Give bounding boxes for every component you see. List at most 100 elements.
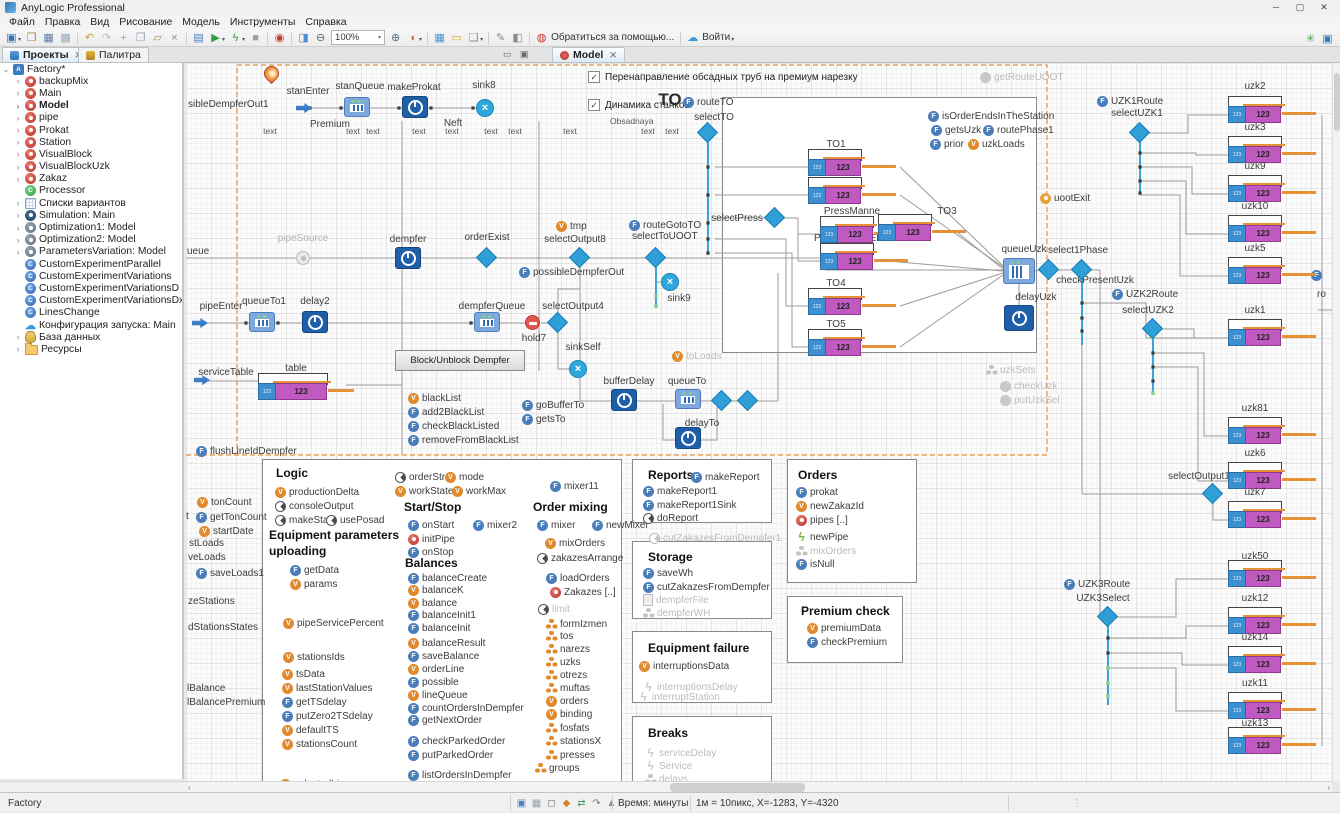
sink8-block[interactable]: × bbox=[476, 99, 494, 117]
tree-item-Station[interactable]: › Station bbox=[0, 136, 182, 148]
f-icon[interactable]: F bbox=[683, 96, 694, 108]
TO2-station[interactable]: 123 123 bbox=[808, 177, 898, 207]
v-icon[interactable]: V bbox=[556, 220, 567, 232]
group-icon[interactable] bbox=[546, 669, 557, 681]
delete-icon[interactable]: × bbox=[171, 31, 178, 44]
f-icon[interactable]: F bbox=[592, 519, 603, 531]
f-icon[interactable]: F bbox=[928, 110, 939, 122]
group-icon[interactable] bbox=[546, 656, 557, 668]
v-icon[interactable]: V bbox=[282, 738, 293, 750]
group-icon[interactable] bbox=[546, 749, 557, 761]
tree-item-Optimization2: Model[interactable]: › Optimization2: Model bbox=[0, 234, 182, 246]
f-icon[interactable]: F bbox=[537, 519, 548, 531]
tree-item-Processor[interactable]: C Processor bbox=[0, 185, 182, 197]
uzk81-station[interactable]: 123 123 bbox=[1228, 417, 1318, 447]
f-icon[interactable]: F bbox=[408, 420, 419, 432]
sinkSelf-block[interactable]: × bbox=[569, 360, 587, 378]
f-icon[interactable]: F bbox=[408, 572, 419, 584]
delayTo-block[interactable] bbox=[675, 427, 701, 449]
f-icon[interactable]: F bbox=[930, 138, 941, 150]
f-icon[interactable]: F bbox=[796, 486, 807, 498]
login-cloud-icon[interactable]: ☁ bbox=[687, 32, 699, 44]
sched-icon[interactable]: ϟ bbox=[647, 746, 654, 760]
v-icon[interactable]: V bbox=[408, 584, 419, 596]
TO4-station[interactable]: 123 123 bbox=[808, 288, 898, 318]
zoom-out-icon[interactable]: ⊖ bbox=[315, 32, 326, 44]
v-icon[interactable]: V bbox=[968, 138, 979, 150]
v-icon[interactable]: V bbox=[408, 689, 419, 701]
tab-close-icon[interactable]: ✕ bbox=[609, 49, 617, 60]
v-icon[interactable]: V bbox=[672, 350, 683, 362]
v-icon[interactable]: V bbox=[275, 486, 286, 498]
tree-item-Main[interactable]: › Main bbox=[0, 87, 182, 99]
route-fn-icon[interactable]: F bbox=[1311, 269, 1322, 281]
tab-Проекты[interactable]: Проекты✕ bbox=[2, 47, 91, 62]
stanQueue-block[interactable] bbox=[344, 97, 370, 117]
stop-icon[interactable]: ■ bbox=[252, 31, 259, 44]
tree-item-VisualBlockUzk[interactable]: › VisualBlockUzk bbox=[0, 161, 182, 173]
expand-arrow-icon[interactable]: › bbox=[16, 149, 20, 160]
v-icon[interactable]: V bbox=[445, 471, 456, 483]
tree-item-Simulation: Main[interactable]: › Simulation: Main bbox=[0, 209, 182, 221]
tree-item-Model[interactable]: › Model bbox=[0, 100, 182, 112]
group-icon[interactable] bbox=[546, 735, 557, 747]
tree-item-LinesChange[interactable]: C LinesChange bbox=[0, 307, 182, 319]
window-icon[interactable]: ▣ bbox=[1322, 32, 1333, 45]
v-icon[interactable]: V bbox=[452, 485, 463, 497]
f-icon[interactable]: F bbox=[629, 219, 640, 231]
gwh-icon[interactable] bbox=[796, 545, 807, 557]
expand-arrow-icon[interactable]: › bbox=[16, 234, 20, 245]
f-icon[interactable]: F bbox=[1064, 578, 1075, 590]
v-icon[interactable]: V bbox=[395, 485, 406, 497]
f-icon[interactable]: F bbox=[408, 406, 419, 418]
v-icon[interactable]: V bbox=[282, 668, 293, 680]
f-icon[interactable]: F bbox=[408, 546, 419, 558]
expand-arrow-icon[interactable]: › bbox=[16, 88, 20, 99]
act g-icon[interactable] bbox=[649, 532, 660, 544]
frame-icon[interactable]: ▭ bbox=[451, 32, 462, 44]
act-icon[interactable] bbox=[326, 514, 337, 526]
act-icon[interactable] bbox=[537, 552, 548, 564]
f-icon[interactable]: F bbox=[807, 636, 818, 648]
f-icon[interactable]: F bbox=[408, 434, 419, 446]
select-mode-icon[interactable]: ◻ bbox=[547, 797, 556, 809]
panel-buttons[interactable]: ▭ ▣ bbox=[503, 49, 532, 59]
uzk13-station[interactable]: 123 123 bbox=[1228, 727, 1318, 757]
delayUzk-block[interactable] bbox=[1004, 305, 1034, 331]
v-icon[interactable]: V bbox=[545, 537, 556, 549]
sched-icon[interactable]: ϟ bbox=[647, 759, 654, 773]
act-icon[interactable] bbox=[275, 500, 286, 512]
gwh-icon[interactable] bbox=[643, 607, 654, 619]
dempfer-block[interactable] bbox=[395, 247, 421, 269]
makeProkat-block[interactable] bbox=[402, 96, 428, 118]
v-icon[interactable]: V bbox=[546, 695, 557, 707]
f-icon[interactable]: F bbox=[196, 445, 207, 457]
uzk11-station[interactable]: 123 123 bbox=[1228, 692, 1318, 722]
tree-item-Factory*[interactable]: ⌄ A Factory* bbox=[0, 63, 182, 75]
f-icon[interactable]: F bbox=[290, 564, 301, 576]
menu-Инструменты[interactable]: Инструменты bbox=[229, 16, 296, 28]
f-icon[interactable]: F bbox=[1097, 95, 1108, 107]
dempferQueue-block[interactable] bbox=[474, 312, 500, 332]
checkbox-Динамика станков[interactable]: ✓ Динамика станков bbox=[588, 99, 690, 111]
checkbox-Перенаправление обсадных труб на премиум нарезку[interactable]: ✓ Перенаправление обсадных труб на премиу… bbox=[588, 71, 858, 83]
group-icon[interactable] bbox=[535, 762, 546, 774]
f-icon[interactable]: F bbox=[983, 124, 994, 136]
sink9-block[interactable]: × bbox=[661, 273, 679, 291]
f-icon[interactable]: F bbox=[643, 499, 654, 511]
uzk6-station[interactable]: 123 123 bbox=[1228, 462, 1318, 492]
paint-icon[interactable]: ◖ bbox=[409, 31, 416, 44]
uzk9-station[interactable]: 123 123 bbox=[1228, 175, 1318, 205]
tree-item-ParametersVariation: Model[interactable]: › ParametersVariation: Model bbox=[0, 246, 182, 258]
console-icon[interactable]: ▣ bbox=[516, 797, 527, 809]
f-icon[interactable]: F bbox=[519, 266, 530, 278]
v-icon[interactable]: V bbox=[280, 778, 291, 781]
v-icon[interactable]: V bbox=[408, 392, 419, 404]
group-icon[interactable] bbox=[546, 682, 557, 694]
expand-arrow-icon[interactable]: › bbox=[16, 137, 20, 148]
debug-icon[interactable]: ϟ bbox=[232, 31, 239, 44]
v-icon[interactable]: V bbox=[290, 578, 301, 590]
act-icon[interactable] bbox=[643, 512, 654, 524]
tree-item-Списки вариантов[interactable]: › Списки вариантов bbox=[0, 197, 182, 209]
hscroll-thumb[interactable] bbox=[670, 783, 805, 792]
